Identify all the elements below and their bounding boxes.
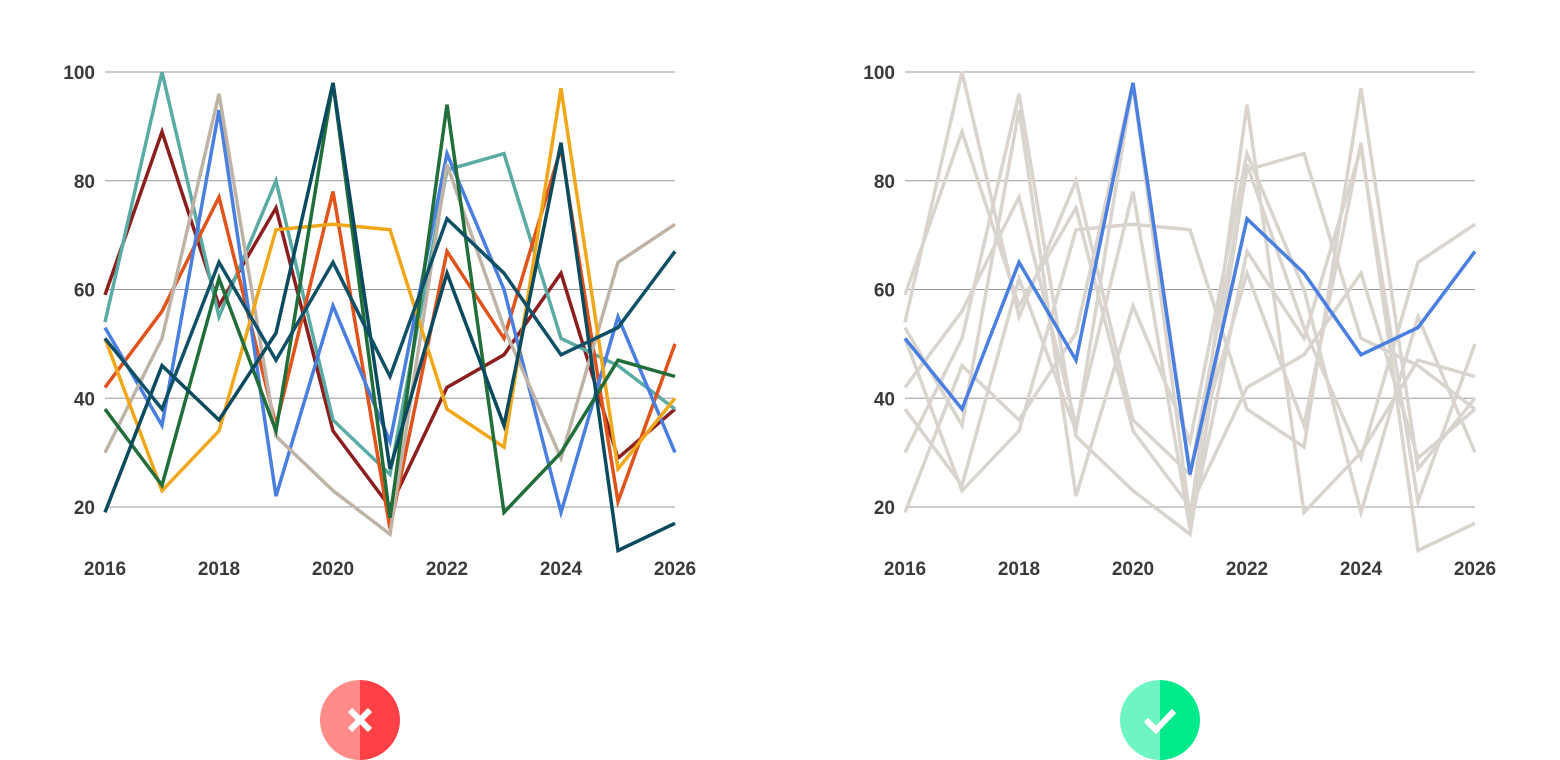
x-tick-label: 2026 (1454, 559, 1496, 580)
y-tick-label: 40 (874, 389, 895, 410)
check-icon (1143, 708, 1177, 735)
x-tick-label: 2020 (1112, 559, 1154, 580)
highlighted-series-line (903, 82, 1477, 475)
x-tick-label: 2026 (654, 559, 696, 580)
y-tick-label: 60 (874, 281, 895, 302)
series-line (103, 109, 677, 520)
x-tick-label: 2022 (1226, 559, 1268, 580)
chart-wrong-example: 20 40 60 80 100 2016 2018 2020 2022 2024 2026 (63, 63, 696, 580)
x-tick-label: 2018 (198, 559, 240, 580)
badge-right-half (360, 680, 400, 760)
y-tick-label: 20 (74, 498, 95, 519)
x-tick-label: 2016 (84, 559, 126, 580)
y-tick-label: 80 (74, 172, 95, 193)
y-tick-label: 80 (874, 172, 895, 193)
chart-right-example: 20 40 60 80 100 2016 2018 2020 2022 2024 2026 (863, 63, 1496, 580)
y-tick-label: 20 (874, 498, 895, 519)
x-tick-label: 2020 (312, 559, 354, 580)
badge-right-half (1160, 680, 1200, 760)
wrong-badge (320, 680, 400, 760)
series-line (103, 88, 677, 494)
x-tick-label: 2016 (884, 559, 926, 580)
right-badge (1120, 680, 1200, 760)
cross-icon (347, 707, 373, 733)
series-line (103, 82, 676, 519)
series-line (903, 82, 1476, 519)
y-tick-label: 40 (74, 389, 95, 410)
series-line (903, 109, 1477, 520)
badge-left-half (320, 680, 360, 760)
x-tick-label: 2024 (540, 559, 583, 580)
series-line (103, 215, 677, 413)
series-line (903, 88, 1477, 494)
series-line (103, 93, 676, 538)
series-line (103, 82, 676, 554)
x-tick-label: 2024 (1340, 559, 1383, 580)
y-tick-label: 60 (74, 281, 95, 302)
y-tick-label: 100 (63, 63, 95, 84)
x-tick-label: 2022 (426, 559, 468, 580)
series-line (903, 93, 1476, 538)
y-tick-label: 100 (863, 63, 895, 84)
badge-left-half (1120, 680, 1160, 760)
x-tick-label: 2018 (998, 559, 1040, 580)
